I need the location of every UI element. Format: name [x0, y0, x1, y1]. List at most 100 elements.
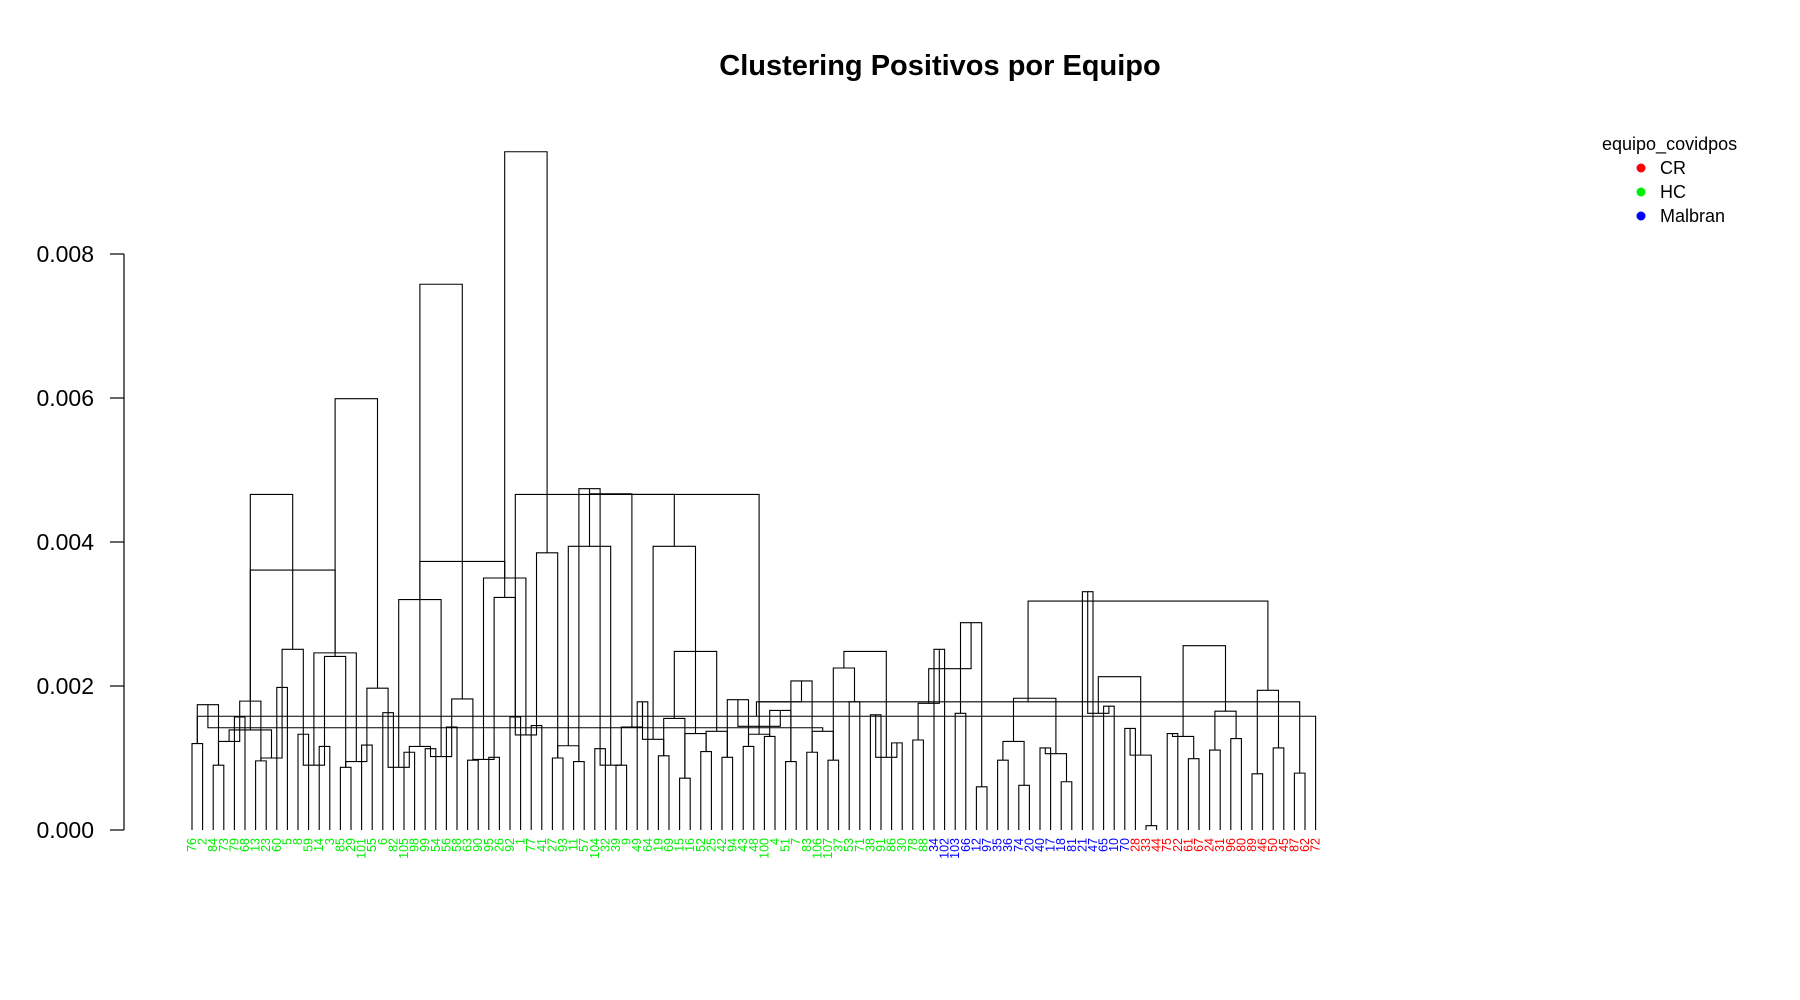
dendrogram-branch — [482, 577, 527, 760]
dendrogram-branch — [679, 777, 691, 830]
legend-marker — [1636, 211, 1646, 221]
leaf-label: 4 — [768, 838, 782, 845]
dendrogram-branch — [323, 655, 347, 768]
leaf-label: 25 — [704, 838, 718, 852]
dendrogram-branch — [467, 759, 479, 830]
leaf-label: 74 — [1012, 838, 1026, 852]
dendrogram-branch — [212, 764, 225, 830]
dendrogram-branch — [557, 745, 580, 762]
leaf-label: 42 — [715, 838, 729, 852]
dendrogram-branch — [1039, 747, 1052, 830]
dendrogram-branch — [1171, 733, 1195, 759]
leaf-label: 101 — [355, 838, 369, 859]
dendrogram-branch — [806, 751, 818, 830]
dendrogram-branch — [1097, 676, 1142, 756]
leaf-label: 60 — [270, 838, 284, 852]
dendrogram-branch — [615, 764, 628, 830]
leaf-label: 2 — [196, 838, 210, 845]
leaf-label: 34 — [927, 838, 941, 852]
leaf-label: 58 — [450, 838, 464, 852]
leaf-label: 16 — [683, 838, 697, 852]
y-axis: 0.000 0.002 0.004 0.006 0.008 — [36, 241, 125, 843]
leaf-label: 9 — [620, 838, 634, 845]
dendrogram-branch — [339, 766, 352, 830]
dendrogram-branch — [1187, 758, 1200, 830]
dendrogram-branch — [514, 493, 760, 728]
dendrogram-branch — [196, 715, 1317, 830]
legend-marker — [1636, 187, 1646, 197]
leaf-label: 23 — [259, 838, 273, 852]
dendrogram-branch — [763, 735, 776, 830]
dendrogram-branch — [843, 650, 887, 758]
dendrogram-branch — [827, 759, 840, 830]
leaf-label: 37 — [832, 838, 846, 852]
legend-label: CR — [1660, 158, 1686, 178]
leaf-label: 53 — [842, 838, 856, 852]
dendrogram-branch — [530, 725, 543, 830]
dendrogram-branch — [551, 757, 564, 830]
dendrogram-branch — [755, 701, 1301, 774]
dendrogram-branch — [493, 596, 516, 758]
y-tick-label: 0.004 — [36, 529, 94, 555]
leaf-label: 8 — [291, 838, 305, 845]
legend-label: HC — [1660, 182, 1686, 202]
leaf-label: 17 — [1044, 838, 1058, 852]
leaf-label: 76 — [185, 838, 199, 852]
leaf-label: 19 — [651, 838, 665, 852]
leaf-label: 33 — [1139, 838, 1153, 852]
leaf-label: 30 — [895, 838, 909, 852]
leaf-label: 1 — [514, 838, 528, 845]
dendrogram-branch — [588, 488, 633, 728]
dendrogram-branch — [313, 652, 357, 766]
dendrogram-branch — [848, 701, 861, 830]
leaf-label: 104 — [588, 838, 602, 859]
dendrogram-branch — [599, 748, 622, 766]
leaf-label: 96 — [1224, 838, 1238, 852]
leaf-label: 44 — [1150, 838, 1164, 852]
y-tick-label: 0.008 — [36, 241, 94, 267]
leaf-label: 66 — [959, 838, 973, 852]
leaf-label: 99 — [418, 838, 432, 852]
dendrogram-branch — [1293, 772, 1306, 830]
leaf-label: 86 — [885, 838, 899, 852]
leaf-label: 24 — [1203, 838, 1217, 852]
y-tick-label: 0.000 — [36, 817, 94, 843]
dendrogram-branch — [1251, 773, 1264, 830]
leaf-label: 80 — [1234, 838, 1248, 852]
dendrogram-branch — [191, 743, 204, 830]
leaf-label: 84 — [206, 838, 220, 852]
leaf-label: 72 — [1309, 838, 1323, 852]
leaf-label: 50 — [1266, 838, 1280, 852]
dendrogram-branch — [419, 283, 463, 747]
dendrogram-branch — [334, 398, 379, 689]
dendrogram-branch — [1182, 645, 1227, 737]
dendrogram-branch — [811, 730, 834, 761]
leaf-label: 27 — [545, 838, 559, 852]
leaf-label: 106 — [810, 838, 824, 859]
dendrogram-branch — [1272, 747, 1285, 830]
leaf-label: 10 — [1107, 838, 1121, 852]
leaf-label: 78 — [906, 838, 920, 852]
leaf-label: 71 — [853, 838, 867, 852]
leaf-label: 22 — [1171, 838, 1185, 852]
leaf-label: 85 — [333, 838, 347, 852]
dendrogram-branch — [705, 730, 728, 758]
leaf-label: 100 — [757, 838, 771, 859]
leaf-label: 93 — [556, 838, 570, 852]
leaf-label: 105 — [397, 838, 411, 859]
leaf-label: 11 — [567, 838, 581, 851]
leaf-label: 54 — [429, 838, 443, 852]
leaf-label: 94 — [726, 838, 740, 852]
dendrogram-branch — [255, 760, 267, 830]
leaf-label: 56 — [439, 838, 453, 852]
dendrogram-branch — [721, 756, 734, 830]
leaf-label: 39 — [609, 838, 623, 852]
leaf-label: 46 — [1256, 838, 1270, 852]
y-tick-label: 0.006 — [36, 385, 94, 411]
leaf-label: 20 — [1022, 838, 1036, 852]
leaf-label: 75 — [1160, 838, 1174, 852]
dendrogram-branch — [785, 761, 797, 830]
dendrogram-branch — [567, 545, 612, 766]
dendrogram-branch — [1103, 705, 1115, 830]
